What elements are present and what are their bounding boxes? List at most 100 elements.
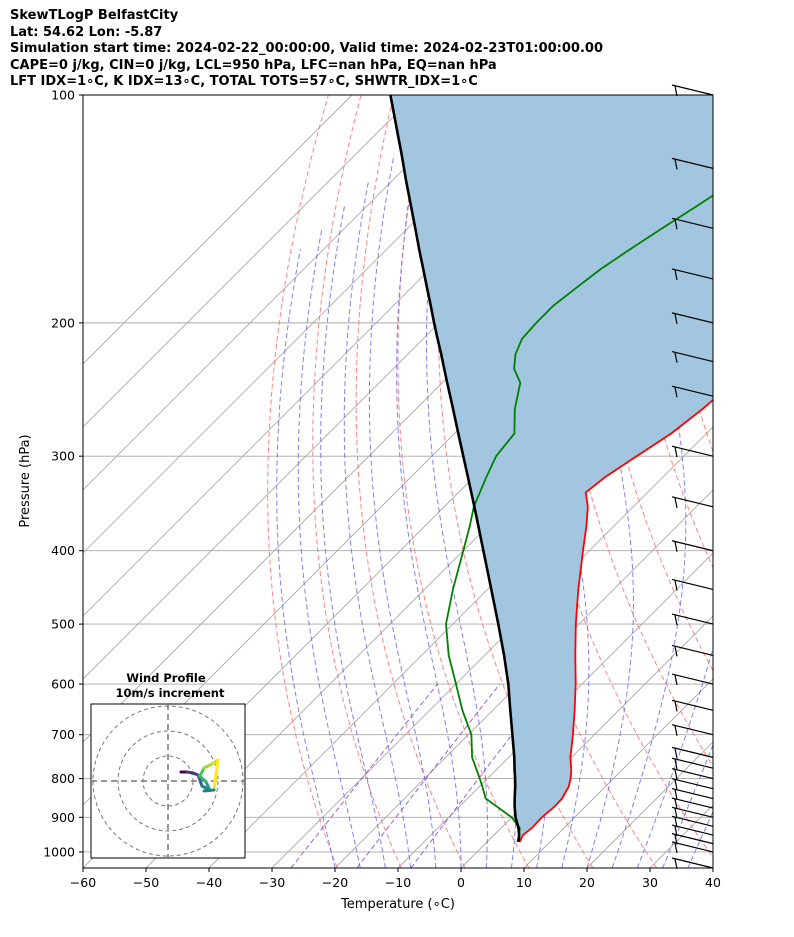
barb-flag (674, 313, 678, 324)
dry-adiabat (437, 95, 594, 868)
wind-barb (671, 768, 714, 780)
x-axis: −60 −50 −40 −30 −20 −10 0 10 20 30 40 (70, 868, 721, 890)
x-tick-label: 20 (579, 875, 595, 890)
isotherm (83, 95, 353, 365)
barb-flag (674, 725, 678, 736)
barb-staff (671, 496, 714, 508)
x-axis-label: Temperature (∘C) (340, 897, 455, 912)
y-axis-label: Pressure (hPa) (18, 434, 33, 527)
hodograph-segment (202, 788, 216, 793)
barb-staff (671, 757, 714, 769)
isotherm (83, 95, 542, 554)
moist-adiabat (320, 205, 386, 868)
wind-barb (671, 757, 714, 770)
barb-staff (671, 787, 714, 800)
dry-adiabat (397, 95, 530, 868)
wind-barb (671, 157, 714, 170)
wind-barb (671, 445, 714, 458)
y-tick-label: 200 (51, 315, 75, 330)
barb-staff (671, 778, 714, 790)
y-tick-label: 900 (51, 810, 75, 825)
barb-flag (674, 580, 678, 591)
wind-barb (671, 797, 714, 810)
wind-barb (671, 385, 714, 398)
x-tick-label: −10 (385, 875, 411, 890)
y-tick-label: 300 (51, 449, 75, 464)
y-tick-label: 600 (51, 677, 75, 692)
isotherm (83, 95, 416, 428)
barb-flag (674, 798, 678, 810)
barb-staff (671, 746, 714, 758)
mixing-ratio-line (356, 683, 501, 868)
dry-adiabat (267, 95, 338, 868)
wind-barb (671, 815, 714, 828)
barb-flag (674, 219, 678, 230)
barb-flag (674, 817, 678, 828)
wind-barb (671, 778, 714, 790)
barb-flag (674, 769, 678, 780)
barb-staff (671, 613, 714, 625)
barb-staff (671, 157, 714, 169)
barb-staff (671, 385, 714, 397)
barb-staff (671, 824, 714, 836)
mixing-ratio-line (290, 683, 438, 868)
barb-flag (674, 858, 678, 870)
barb-flag (674, 159, 678, 170)
y-tick-label: 700 (51, 727, 75, 742)
parcel-curve (389, 95, 521, 842)
mixing-ratio-line (410, 683, 552, 868)
isotherm (271, 426, 713, 868)
barb-staff (671, 724, 714, 736)
hodograph-ring (117, 730, 219, 832)
barb-flag (674, 779, 678, 790)
barb-staff (671, 768, 714, 780)
moist-adiabat (738, 95, 794, 868)
moist-adiabat (297, 228, 361, 868)
x-tick-label: −20 (322, 875, 348, 890)
x-tick-label: 10 (516, 875, 532, 890)
moist-adiabat (276, 249, 336, 868)
moist-adiabat (368, 154, 437, 868)
wind-profile-inset: Wind Profile 10m/s increment (90, 671, 246, 859)
wind-barb (671, 578, 714, 591)
moist-adiabat (636, 646, 713, 868)
isotherm (712, 867, 713, 868)
moist-adiabat (426, 95, 488, 868)
barb-flag (674, 808, 678, 819)
x-tick-label: −40 (196, 875, 222, 890)
dry-adiabat (312, 95, 402, 868)
wind-barb (671, 351, 714, 363)
inset-subtitle: 10m/s increment (116, 686, 225, 700)
chart-title: SkewTLogP BelfastCity (10, 8, 179, 23)
wind-barb (671, 841, 714, 854)
x-tick-label: 0 (457, 875, 465, 890)
y-tick-label: 400 (51, 543, 75, 558)
wind-barb (671, 540, 714, 552)
barb-staff (671, 84, 714, 96)
barb-staff (671, 857, 714, 869)
wind-barb (671, 644, 714, 657)
dry-adiabat (785, 95, 794, 868)
barb-staff (671, 841, 714, 853)
y-tick-label: 800 (51, 771, 75, 786)
barb-flag (674, 387, 678, 398)
y-tick-label: 1000 (43, 844, 75, 859)
barb-flag (674, 834, 678, 845)
y-tick-label: 100 (51, 88, 75, 103)
wind-barb (671, 699, 714, 712)
barb-staff (671, 217, 714, 229)
barb-staff (671, 673, 714, 685)
x-tick-label: −50 (133, 875, 159, 890)
wind-barb (671, 84, 714, 97)
barb-flag (674, 85, 678, 97)
chart-header: SkewTLogP BelfastCity Lat: 54.62 Lon: -5… (10, 8, 603, 91)
wind-barb (671, 787, 714, 800)
dewpoint-curve (445, 194, 713, 843)
inset-title: Wind Profile (126, 671, 206, 685)
plot-content (83, 95, 794, 868)
wind-barbs (671, 84, 714, 870)
barb-staff (671, 797, 714, 809)
wind-barb (671, 746, 714, 759)
station-coordinates: Lat: 54.62 Lon: -5.87 (10, 24, 163, 40)
